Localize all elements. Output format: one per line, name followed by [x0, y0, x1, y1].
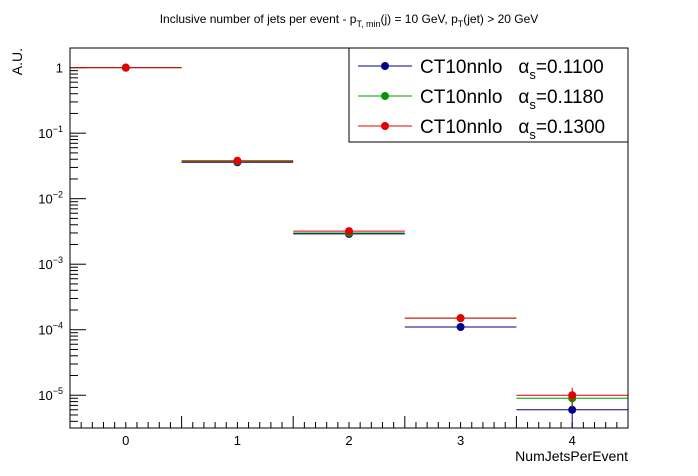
legend-label: CT10nnlo αs=0.1180 [420, 87, 604, 112]
data-point [121, 63, 130, 72]
y-tick-label: 10−4 [38, 321, 63, 338]
legend-marker [381, 122, 389, 130]
y-tick-label: 1 [56, 61, 63, 76]
data-point [568, 405, 577, 414]
x-tick-labels: 0 1 2 3 4 [122, 433, 576, 448]
data-point [233, 156, 242, 165]
legend-entry-1: CT10nnlo αs=0.1180 [358, 87, 604, 112]
x-tick-label: 1 [234, 433, 241, 448]
y-tick-label: 10−1 [38, 124, 63, 141]
x-tick-label: 4 [569, 433, 576, 448]
x-tick-label: 3 [457, 433, 464, 448]
data-point [345, 227, 353, 236]
legend-label: CT10nnlo αs=0.1300 [420, 117, 605, 142]
x-tick-label: 0 [122, 433, 129, 448]
chart-title: Inclusive number of jets per event - pT,… [160, 12, 539, 29]
legend-entry-2: CT10nnlo αs=0.1300 [358, 117, 605, 142]
y-axis-label: A.U. [9, 48, 25, 75]
data-point [456, 314, 465, 323]
series-2 [70, 63, 628, 406]
ticks [69, 67, 629, 428]
legend-label: CT10nnlo αs=0.1100 [420, 57, 604, 82]
y-tick-labels: 1 10−1 10−2 10−3 10−4 10−5 [38, 61, 63, 404]
x-axis-label: NumJetsPerEvent [515, 448, 628, 464]
data-points [70, 63, 628, 428]
y-tick-label: 10−5 [38, 386, 63, 403]
legend-marker [381, 62, 389, 70]
legend: CT10nnlo αs=0.1100 CT10nnlo αs=0.1180 CT10nn… [348, 47, 629, 143]
x-tick-label: 2 [345, 433, 352, 448]
data-point [568, 391, 577, 400]
y-tick-label: 10−3 [38, 255, 63, 272]
legend-entry-0: CT10nnlo αs=0.1100 [358, 57, 604, 82]
legend-marker [381, 92, 389, 100]
data-point [456, 323, 465, 332]
y-tick-label: 10−2 [38, 190, 63, 207]
